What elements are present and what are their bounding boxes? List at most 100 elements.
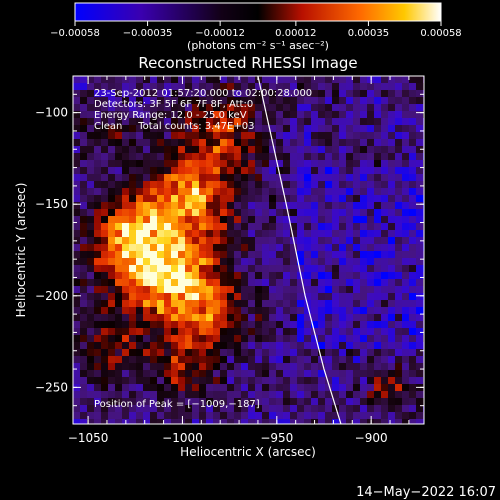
heatmap-cell xyxy=(276,405,284,413)
heatmap-cell xyxy=(171,384,179,392)
heatmap-cell xyxy=(297,384,305,392)
heatmap-cell xyxy=(143,160,151,168)
heatmap-cell xyxy=(164,370,172,378)
heatmap-cell xyxy=(311,132,319,140)
heatmap-cell xyxy=(290,230,298,238)
heatmap-cell xyxy=(332,237,340,245)
heatmap-cell xyxy=(297,216,305,224)
heatmap-cell xyxy=(374,251,382,259)
heatmap-cell xyxy=(80,181,88,189)
heatmap-cell xyxy=(402,321,410,329)
heatmap-cell xyxy=(80,265,88,273)
heatmap-cell xyxy=(164,216,172,224)
heatmap-cell xyxy=(136,209,144,217)
heatmap-cell xyxy=(325,153,333,161)
heatmap-cell xyxy=(297,258,305,266)
heatmap-cell xyxy=(311,258,319,266)
heatmap-cell xyxy=(353,244,361,252)
heatmap-cell xyxy=(353,328,361,336)
heatmap-cell xyxy=(381,349,389,357)
heatmap-cell xyxy=(374,370,382,378)
heatmap-cell xyxy=(283,160,291,168)
heatmap-cell xyxy=(150,314,158,322)
heatmap-cell xyxy=(129,139,137,147)
heatmap-cell xyxy=(157,286,165,294)
heatmap-cell xyxy=(367,328,375,336)
heatmap-cell xyxy=(206,328,214,336)
heatmap-cell xyxy=(206,146,214,154)
heatmap-cell xyxy=(332,258,340,266)
heatmap-cell xyxy=(178,76,186,84)
heatmap-cell xyxy=(108,384,116,392)
heatmap-cell xyxy=(332,132,340,140)
heatmap-cell xyxy=(108,146,116,154)
heatmap-cell xyxy=(283,391,291,399)
heatmap-cell xyxy=(367,146,375,154)
heatmap-cell xyxy=(101,342,109,350)
heatmap-cell xyxy=(150,216,158,224)
heatmap-cell xyxy=(122,160,130,168)
heatmap-cell xyxy=(150,405,158,413)
heatmap-cell xyxy=(143,265,151,273)
heatmap-cell xyxy=(367,181,375,189)
heatmap-cell xyxy=(73,314,81,322)
heatmap-cell xyxy=(80,356,88,364)
heatmap-cell xyxy=(269,202,277,210)
heatmap-cell xyxy=(150,300,158,308)
heatmap-cell xyxy=(178,83,186,91)
heatmap-cell xyxy=(311,342,319,350)
heatmap-cell xyxy=(178,167,186,175)
heatmap-cell xyxy=(73,419,81,424)
heatmap-cell xyxy=(402,83,410,91)
heatmap-cell xyxy=(241,167,249,175)
heatmap-cell xyxy=(388,76,396,84)
heatmap-cell xyxy=(115,167,123,175)
heatmap-cell xyxy=(262,349,270,357)
heatmap-cell xyxy=(220,160,228,168)
heatmap-cell xyxy=(206,363,214,371)
heatmap-cell xyxy=(227,209,235,217)
heatmap-cell xyxy=(206,160,214,168)
heatmap-cell xyxy=(388,188,396,196)
heatmap-cell xyxy=(185,377,193,385)
heatmap-cell xyxy=(283,349,291,357)
heatmap-cell xyxy=(94,195,102,203)
heatmap-cell xyxy=(388,202,396,210)
heatmap-cell xyxy=(353,419,361,424)
heatmap-cell xyxy=(402,132,410,140)
heatmap-cell xyxy=(402,293,410,301)
heatmap-cell xyxy=(290,391,298,399)
heatmap-cell xyxy=(367,349,375,357)
heatmap-cell xyxy=(227,293,235,301)
heatmap-cell xyxy=(262,356,270,364)
heatmap-cell xyxy=(122,188,130,196)
heatmap-cell xyxy=(87,195,95,203)
heatmap-cell xyxy=(290,251,298,259)
heatmap-cell xyxy=(227,377,235,385)
heatmap-cell xyxy=(360,377,368,385)
heatmap-cell xyxy=(339,384,347,392)
heatmap-cell xyxy=(87,188,95,196)
heatmap-cell xyxy=(318,349,326,357)
heatmap-cell xyxy=(129,118,137,126)
heatmap-cell xyxy=(150,286,158,294)
colorbar xyxy=(74,2,442,22)
heatmap-cell xyxy=(150,160,158,168)
heatmap-cell xyxy=(199,202,207,210)
heatmap-cell xyxy=(325,321,333,329)
heatmap-cell xyxy=(283,111,291,119)
heatmap-cell xyxy=(416,209,424,217)
heatmap-cell xyxy=(416,111,424,119)
heatmap-cell xyxy=(374,237,382,245)
heatmap-cell xyxy=(115,398,123,406)
heatmap-cell xyxy=(115,104,123,112)
heatmap-cell xyxy=(227,174,235,182)
heatmap-cell xyxy=(339,181,347,189)
heatmap-cell xyxy=(388,272,396,280)
heatmap-cell xyxy=(262,342,270,350)
heatmap-cell xyxy=(94,258,102,266)
heatmap-cell xyxy=(325,286,333,294)
heatmap-cell xyxy=(206,377,214,385)
heatmap-cell xyxy=(402,384,410,392)
heatmap-cell xyxy=(213,118,221,126)
